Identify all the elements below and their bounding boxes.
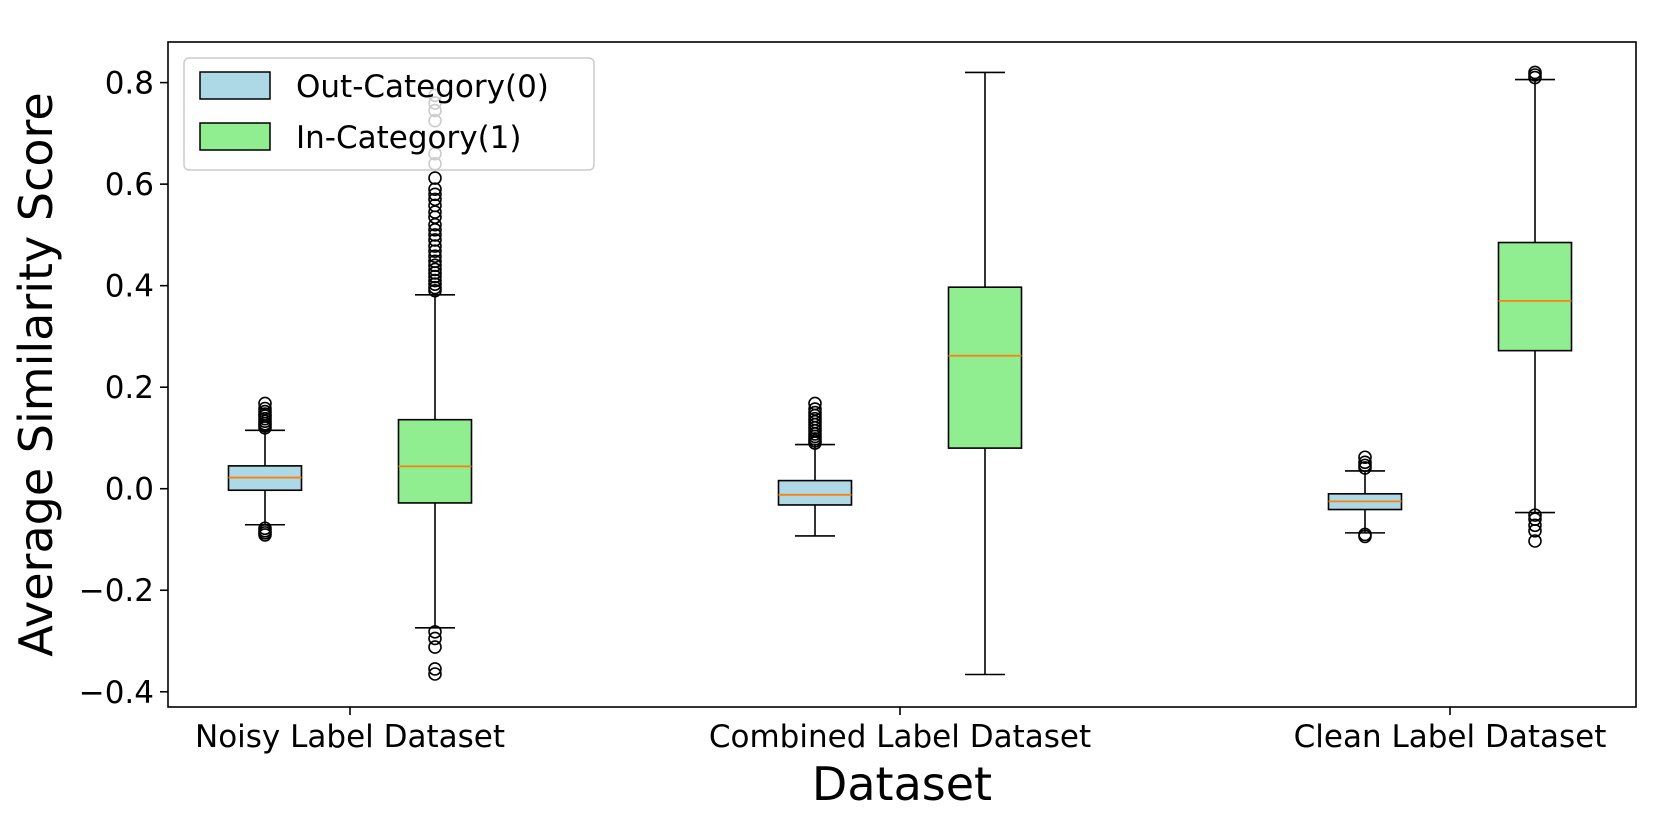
outlier-point: [428, 640, 442, 654]
y-tick-label: 0.6: [105, 167, 154, 203]
outlier-point: [258, 528, 272, 542]
legend-label-in-category: In-Category(1): [296, 120, 522, 156]
outlier-point: [428, 223, 442, 237]
legend: Out-Category(0) In-Category(1): [183, 57, 595, 171]
x-axis-title: Dataset: [812, 757, 992, 811]
outlier-point: [428, 228, 442, 242]
iqr-box: [1497, 241, 1573, 352]
box-0-2: [1327, 450, 1403, 544]
outlier-point: [428, 283, 442, 298]
outlier-point: [1528, 534, 1542, 548]
box-1-1: [947, 71, 1023, 676]
iqr-box: [777, 479, 853, 506]
legend-swatch-out-category: [199, 71, 271, 100]
outlier-point: [1528, 518, 1542, 533]
y-tick-label: −0.4: [79, 675, 154, 711]
outlier-point: [428, 266, 442, 280]
legend-label-out-category: Out-Category(0): [296, 69, 549, 105]
x-tick-label: Clean Label Dataset: [1294, 719, 1607, 755]
box-0-0: [227, 396, 303, 542]
outlier-point: [428, 217, 442, 232]
outlier-point: [428, 625, 442, 639]
plot-frame: [167, 41, 1637, 708]
outlier-point: [1358, 461, 1372, 475]
outlier-point: [428, 269, 442, 284]
y-axis-title: Average Similarity Score: [9, 92, 63, 656]
iqr-box: [397, 418, 473, 504]
outlier-point: [428, 262, 442, 277]
x-tick-label: Noisy Label Dataset: [195, 719, 505, 755]
outlier-point: [1528, 524, 1542, 538]
outlier-point: [428, 662, 442, 676]
outlier-point: [428, 258, 442, 273]
outlier-point: [428, 239, 442, 253]
y-tick-label: −0.2: [79, 573, 154, 609]
outlier-point: [428, 171, 442, 185]
y-tick-label: 0.8: [105, 66, 154, 102]
outlier-point: [1528, 508, 1542, 522]
box-1-0: [397, 88, 473, 681]
outlier-point: [808, 436, 822, 450]
outlier-point: [1528, 70, 1542, 85]
outlier-point: [428, 182, 442, 197]
iqr-box: [947, 286, 1023, 449]
outlier-point: [428, 187, 442, 202]
box-0-1: [777, 396, 853, 537]
outlier-point: [428, 667, 442, 681]
outlier-point: [1358, 529, 1372, 544]
y-tick-label: 0.0: [105, 472, 154, 508]
y-tick-label: 0.4: [105, 269, 154, 305]
outlier-point: [258, 421, 272, 435]
legend-frame: [183, 57, 595, 171]
outlier-point: [428, 277, 442, 291]
axis-layer: 0.8 0.6 0.4 0.2 0.0 −0.2 −0.4 Noisy Label Datas…: [79, 66, 1607, 755]
boxes-layer: [227, 65, 1573, 681]
y-tick-label: 0.2: [105, 370, 154, 406]
outlier-point: [428, 233, 442, 247]
outlier-point: [1358, 450, 1372, 465]
outlier-point: [428, 631, 442, 646]
legend-swatch-in-category: [199, 122, 271, 151]
box-1-2: [1497, 65, 1573, 548]
outlier-point: [428, 244, 442, 258]
x-tick-label: Combined Label Dataset: [709, 719, 1091, 755]
outlier-point: [428, 249, 442, 264]
outlier-point: [428, 273, 442, 288]
